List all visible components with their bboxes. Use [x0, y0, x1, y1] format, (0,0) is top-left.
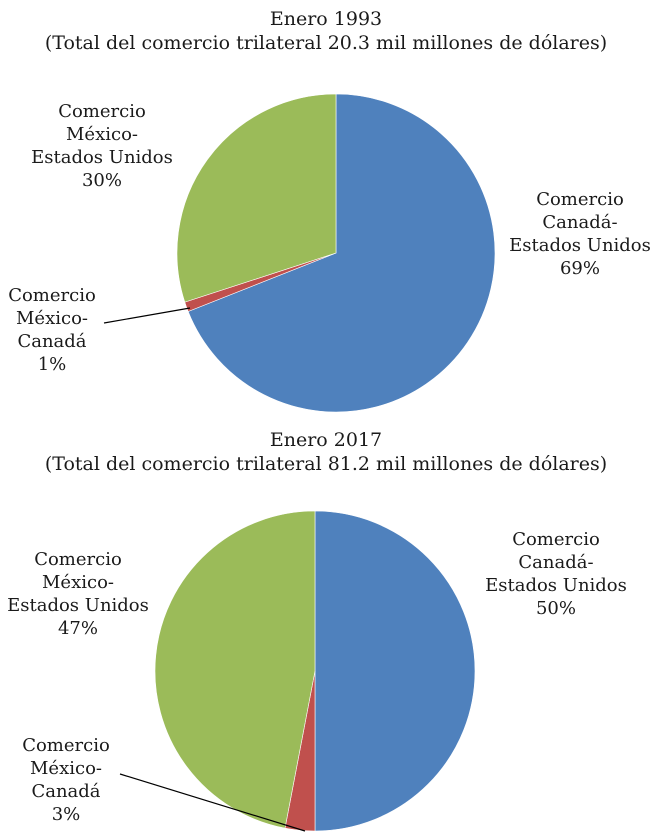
slice-label-mexico-us: Comercio México- Estados Unidos 30%	[31, 101, 173, 191]
slice-label-canada-us: Comercio Canadá- Estados Unidos 69%	[509, 189, 651, 279]
leader-line-mexico-canada	[119, 773, 306, 832]
chart-subtitle: (Total del comercio trilateral 20.3 mil …	[44, 32, 608, 54]
pie-svg	[119, 510, 476, 832]
pie-chart-1993: Enero 1993 (Total del comercio trilatera…	[8, 8, 651, 413]
leader-line-mexico-canada	[103, 307, 191, 324]
slice-mexico-us	[176, 93, 337, 303]
slice-canada-us	[187, 93, 496, 413]
slice-label-canada-us: Comercio Canadá- Estados Unidos 50%	[485, 529, 627, 619]
slice-label-mexico-us: Comercio México- Estados Unidos 47%	[7, 549, 149, 639]
slice-mexico-us	[154, 510, 316, 829]
slice-label-mexico-canada: Comercio México- Canadá 1%	[8, 285, 96, 375]
slice-canada-us	[314, 510, 476, 832]
pie-svg	[103, 93, 496, 413]
pie-chart-2017: Enero 2017 (Total del comercio trilatera…	[0, 420, 652, 840]
chart-title: Enero 1993	[269, 8, 383, 30]
chart-title: Enero 2017	[269, 429, 383, 451]
chart-subtitle: (Total del comercio trilateral 81.2 mil …	[44, 453, 608, 475]
slice-label-mexico-canada: Comercio México- Canadá 3%	[22, 735, 110, 825]
